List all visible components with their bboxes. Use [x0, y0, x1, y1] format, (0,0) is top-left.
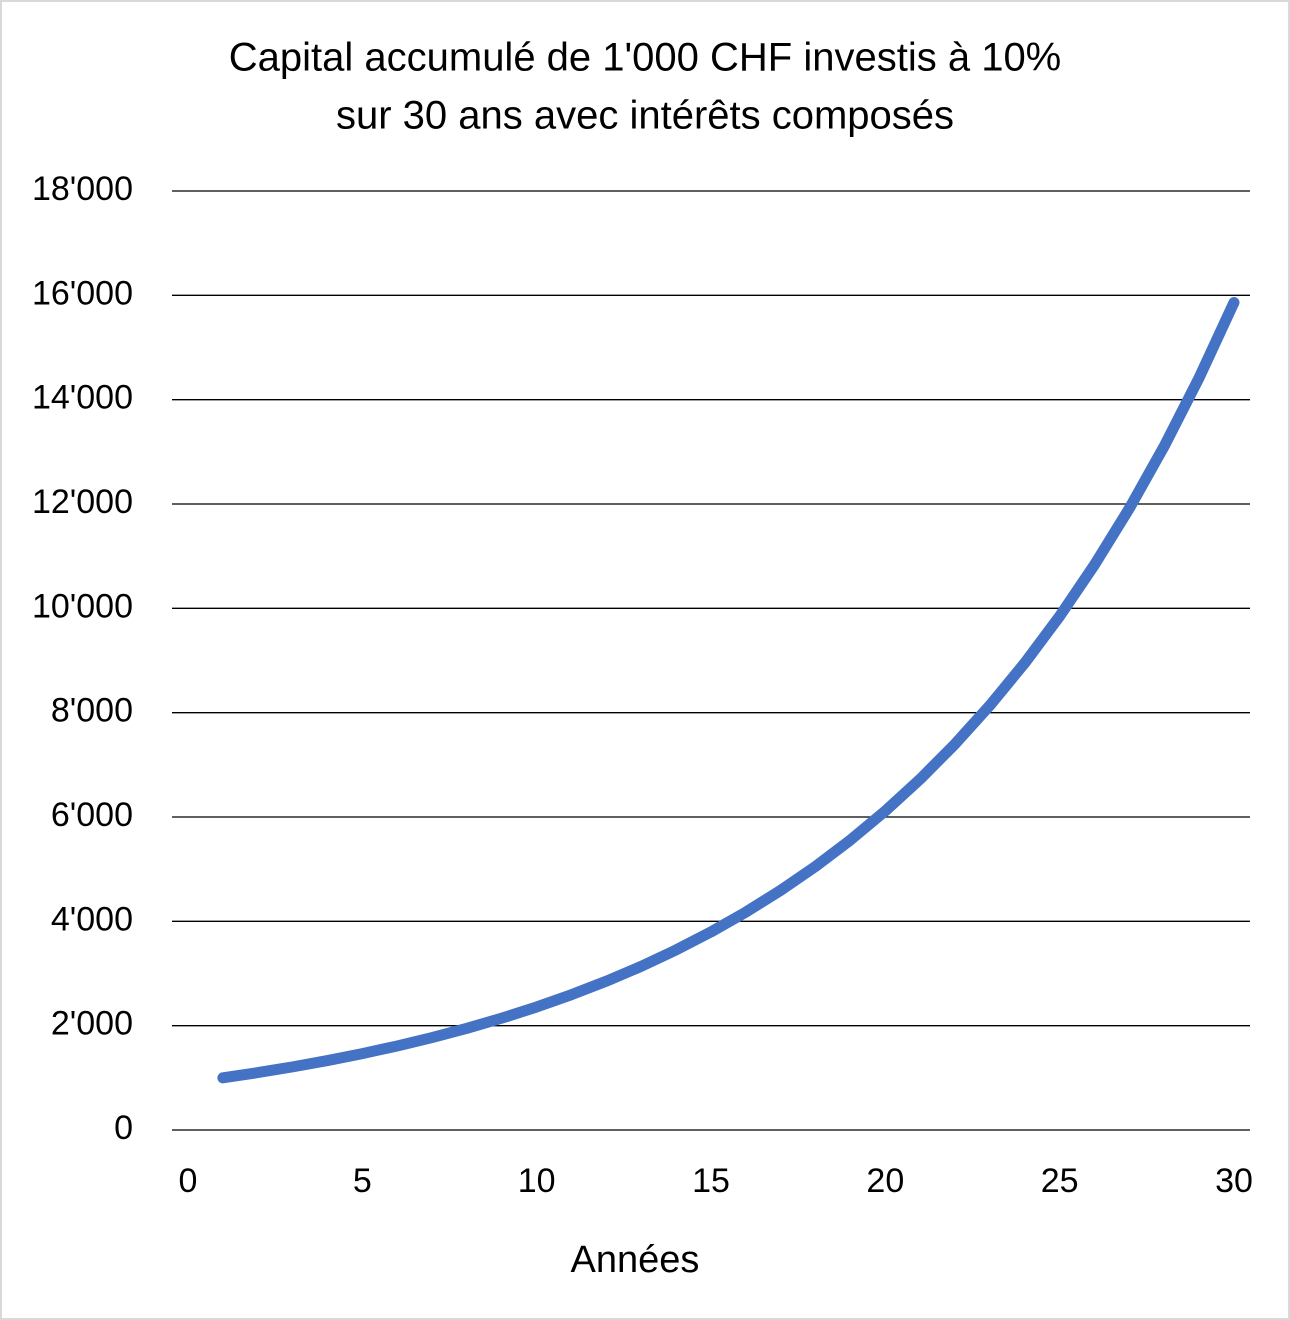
x-tick-label: 30	[1215, 1162, 1253, 1200]
x-tick-label: 0	[179, 1162, 198, 1200]
x-tick-label: 20	[866, 1162, 904, 1200]
y-tick-label: 2'000	[51, 1005, 133, 1043]
y-tick-label: 4'000	[51, 900, 133, 938]
y-tick-label: 10'000	[32, 587, 133, 625]
y-tick-label: 16'000	[32, 274, 133, 312]
y-tick-label: 18'000	[32, 170, 133, 208]
y-tick-label: 12'000	[32, 483, 133, 521]
data-line	[217, 296, 1240, 1084]
x-tick-label: 5	[353, 1162, 372, 1200]
y-tick-label: 0	[114, 1109, 133, 1147]
chart-title: sur 30 ans avec intérêts composés	[336, 94, 954, 138]
y-tick-label: 8'000	[51, 692, 133, 730]
y-tick-label: 14'000	[32, 379, 133, 417]
x-tick-label: 15	[692, 1162, 730, 1200]
x-tick-label: 10	[518, 1162, 556, 1200]
y-tick-label: 6'000	[51, 796, 133, 834]
chart-title: Capital accumulé de 1'000 CHF investis à…	[229, 36, 1062, 80]
x-axis-label: Années	[571, 1239, 700, 1281]
x-tick-label: 25	[1041, 1162, 1079, 1200]
